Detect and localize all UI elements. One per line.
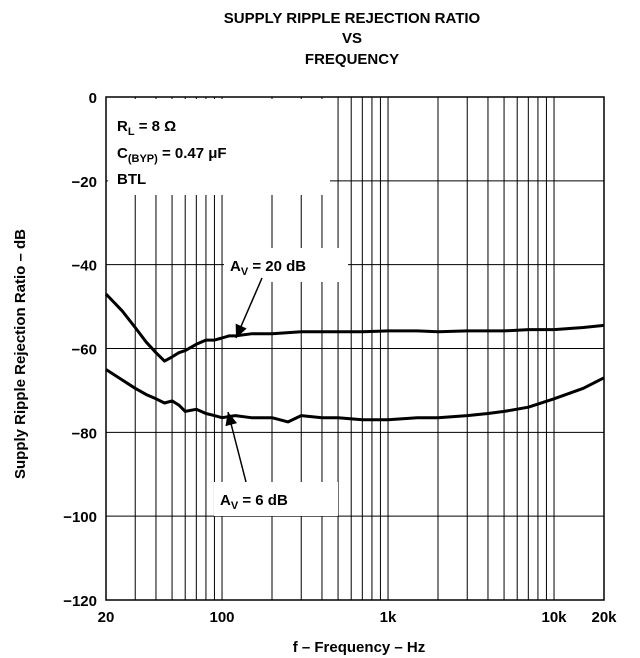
- x-tick-label: 10k: [542, 609, 568, 626]
- series-line-1: [104, 292, 605, 363]
- label-box-av6: [214, 482, 338, 516]
- condition-1: RL = 8 Ω: [117, 118, 176, 138]
- chart-title-line-1: SUPPLY RIPPLE REJECTION RATIO: [224, 10, 481, 27]
- plot-frame: [105, 96, 605, 601]
- arrow-av20: [235, 277, 263, 339]
- series-group: [104, 292, 605, 424]
- y-tick-label: −100: [63, 509, 97, 526]
- annotations: RL = 8 Ω C(BYP) = 0.47 μF BTL AV = 20 dB AV …: [108, 99, 348, 516]
- y-axis-label: Supply Ripple Rejection Ratio – dB: [12, 229, 29, 479]
- chart-title-line-2: VS: [342, 30, 362, 47]
- x-tick-label: 100: [210, 609, 235, 626]
- arrow-av6: [225, 411, 247, 483]
- conditions-box: [108, 99, 330, 195]
- x-tick-label: 20k: [591, 609, 617, 626]
- label-box-av20: [224, 248, 348, 282]
- x-tick-label: 20: [98, 609, 115, 626]
- series-line-2: [105, 368, 605, 424]
- y-tick-label: 0: [89, 90, 97, 107]
- chart-title-line-3: FREQUENCY: [305, 51, 399, 68]
- y-tick-label: −40: [72, 258, 97, 275]
- series-label-av20: AV = 20 dB: [230, 258, 306, 278]
- series-label-av6: AV = 6 dB: [220, 492, 288, 512]
- arrow-head: [235, 323, 247, 338]
- y-tick-label: −80: [72, 425, 97, 442]
- arrow-head: [225, 412, 238, 427]
- condition-3: BTL: [117, 171, 146, 188]
- condition-2: C(BYP) = 0.47 μF: [117, 145, 227, 165]
- y-tick-label: −20: [72, 174, 97, 191]
- y-tick-label: −60: [72, 342, 97, 359]
- x-axis-label: f – Frequency – Hz: [293, 639, 426, 656]
- chart-title: SUPPLY RIPPLE REJECTION RATIO VS FREQUEN…: [224, 10, 481, 68]
- y-tick-label: −120: [63, 593, 97, 610]
- x-tick-label: 1k: [380, 609, 397, 626]
